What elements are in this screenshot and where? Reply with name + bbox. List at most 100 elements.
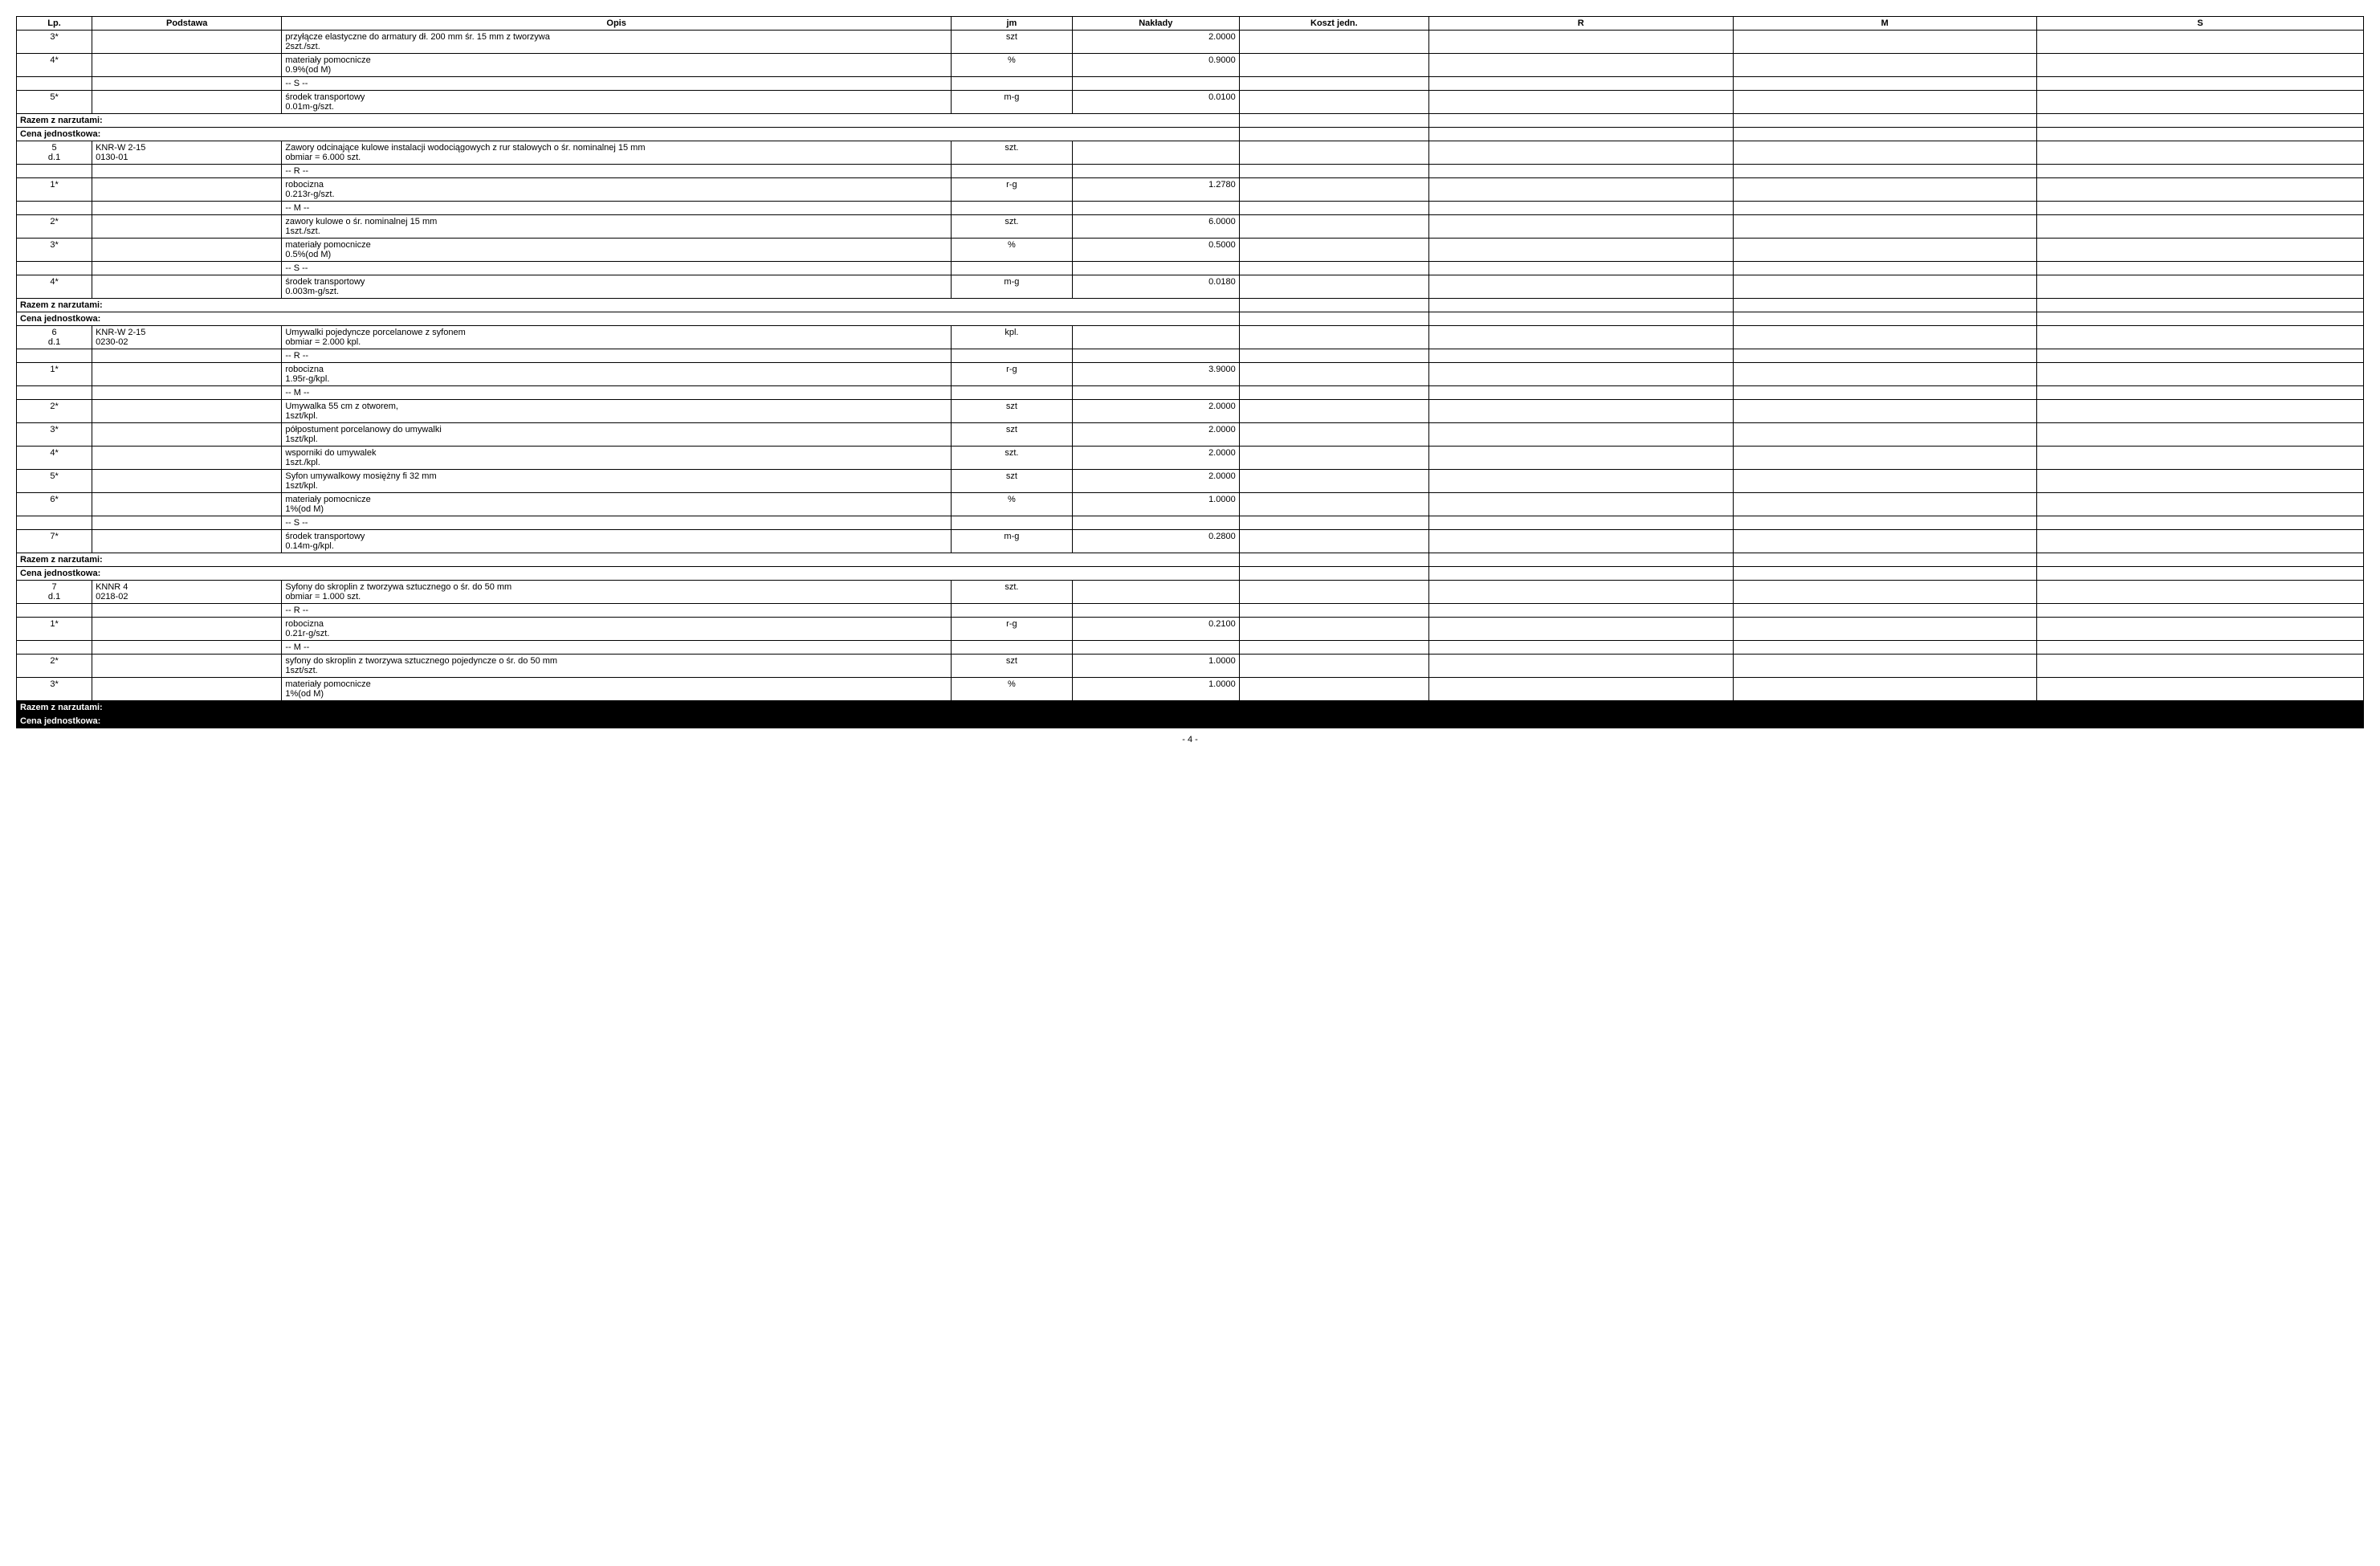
cell-podstawa <box>92 678 282 701</box>
cell-lp <box>17 77 92 91</box>
table-row: 6*materiały pomocnicze 1%(od M)%1.0000 <box>17 493 2364 516</box>
cell-podstawa <box>92 604 282 618</box>
cell-r <box>1429 215 1734 239</box>
table-row: -- M -- <box>17 641 2364 655</box>
cell-lp: 6 d.1 <box>17 326 92 349</box>
cell-m <box>1733 262 2037 275</box>
cell-koszt <box>1239 400 1428 423</box>
cell-podstawa <box>92 618 282 641</box>
cell-podstawa <box>92 400 282 423</box>
cell-naklady <box>1072 165 1239 178</box>
cell-r <box>1429 91 1734 114</box>
cell-lp <box>17 641 92 655</box>
cell-koszt <box>1239 530 1428 553</box>
cell-m <box>1733 31 2037 54</box>
cell-jm: % <box>951 493 1072 516</box>
summary-cell <box>1429 553 1734 567</box>
cell-jm: szt. <box>951 581 1072 604</box>
cell-naklady: 0.2800 <box>1072 530 1239 553</box>
col-r: R <box>1429 17 1734 31</box>
cell-lp <box>17 604 92 618</box>
cell-r <box>1429 493 1734 516</box>
cell-podstawa <box>92 215 282 239</box>
summary-label-razem: Razem z narzutami: <box>17 299 1240 312</box>
cell-podstawa: KNR-W 2-15 0230-02 <box>92 326 282 349</box>
cell-podstawa <box>92 655 282 678</box>
table-row: 3* półpostument porcelanowy do umywalki 1… <box>17 423 2364 447</box>
cell-naklady: 0.5000 <box>1072 239 1239 262</box>
col-naklady: Nakłady <box>1072 17 1239 31</box>
cell-koszt <box>1239 386 1428 400</box>
summary-cell <box>1239 701 1428 715</box>
cell-m <box>1733 447 2037 470</box>
cell-lp: 1* <box>17 363 92 386</box>
cell-opis: robocizna 0.21r-g/szt. <box>282 618 952 641</box>
cell-m <box>1733 239 2037 262</box>
cell-lp: 6* <box>17 493 92 516</box>
cell-lp: 3* <box>17 423 92 447</box>
page-number: - 4 - <box>16 735 2364 744</box>
cell-r <box>1429 262 1734 275</box>
cell-r <box>1429 678 1734 701</box>
cell-r <box>1429 516 1734 530</box>
cell-koszt <box>1239 239 1428 262</box>
cell-naklady <box>1072 349 1239 363</box>
summary-cell <box>1733 299 2037 312</box>
cell-naklady: 1.0000 <box>1072 493 1239 516</box>
cell-lp: 1* <box>17 618 92 641</box>
cell-m <box>1733 202 2037 215</box>
summary-cell <box>1239 299 1428 312</box>
cell-koszt <box>1239 516 1428 530</box>
table-row: -- R -- <box>17 165 2364 178</box>
cell-s <box>2037 262 2364 275</box>
cell-koszt <box>1239 91 1428 114</box>
cell-m <box>1733 530 2037 553</box>
cell-koszt <box>1239 275 1428 299</box>
cell-podstawa <box>92 54 282 77</box>
cell-jm: szt <box>951 655 1072 678</box>
cell-s <box>2037 400 2364 423</box>
cell-lp: 5 d.1 <box>17 141 92 165</box>
cell-koszt <box>1239 618 1428 641</box>
cell-lp: 4* <box>17 447 92 470</box>
summary-cell <box>1733 567 2037 581</box>
cell-jm <box>951 202 1072 215</box>
cell-lp <box>17 165 92 178</box>
cell-opis: zawory kulowe o śr. nominalnej 15 mm 1sz… <box>282 215 952 239</box>
table-row: -- M -- <box>17 386 2364 400</box>
cell-podstawa <box>92 31 282 54</box>
cell-koszt <box>1239 178 1428 202</box>
cell-podstawa <box>92 262 282 275</box>
cell-s <box>2037 349 2364 363</box>
summary-cell <box>1429 567 1734 581</box>
cell-opis: półpostument porcelanowy do umywalki 1sz… <box>282 423 952 447</box>
cell-s <box>2037 581 2364 604</box>
table-row: 4*środek transportowy 0.003m-g/szt.m-g0.… <box>17 275 2364 299</box>
cell-r <box>1429 275 1734 299</box>
cell-opis: -- M -- <box>282 641 952 655</box>
cell-lp <box>17 516 92 530</box>
cell-m <box>1733 470 2037 493</box>
summary-cell <box>1239 715 1428 728</box>
col-s: S <box>2037 17 2364 31</box>
cell-r <box>1429 400 1734 423</box>
cell-podstawa <box>92 641 282 655</box>
table-row: 5*Syfon umywalkowy mosiężny fi 32 mm 1sz… <box>17 470 2364 493</box>
summary-label-cena: Cena jednostkowa: <box>17 715 1240 728</box>
cell-s <box>2037 178 2364 202</box>
cell-m <box>1733 678 2037 701</box>
cell-naklady: 1.2780 <box>1072 178 1239 202</box>
cell-opis: syfony do skroplin z tworzywa sztucznego… <box>282 655 952 678</box>
cell-koszt <box>1239 641 1428 655</box>
cell-naklady: 2.0000 <box>1072 31 1239 54</box>
cell-podstawa <box>92 178 282 202</box>
cell-s <box>2037 530 2364 553</box>
cell-m <box>1733 423 2037 447</box>
cell-podstawa: KNR-W 2-15 0130-01 <box>92 141 282 165</box>
cell-opis: środek transportowy 0.01m-g/szt. <box>282 91 952 114</box>
cell-jm <box>951 349 1072 363</box>
table-row: 4*materiały pomocnicze 0.9%(od M)%0.9000 <box>17 54 2364 77</box>
cell-naklady <box>1072 262 1239 275</box>
cell-naklady: 1.0000 <box>1072 678 1239 701</box>
summary-row-cena: Cena jednostkowa: <box>17 715 2364 728</box>
